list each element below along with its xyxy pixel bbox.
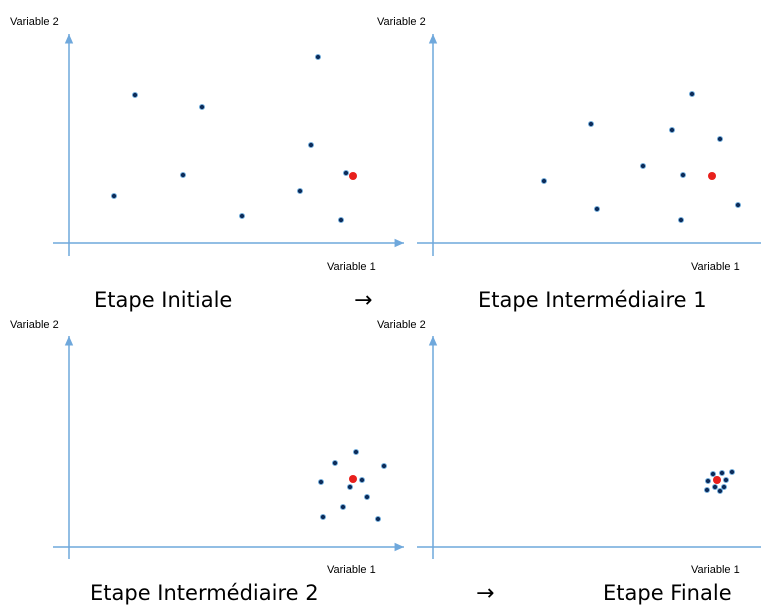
step-caption: Etape Intermédiaire 2 <box>90 581 319 605</box>
data-point <box>339 503 347 511</box>
x-axis-label: Variable 1 <box>691 261 740 273</box>
data-point <box>728 468 736 476</box>
step-caption: Etape Initiale <box>94 288 232 312</box>
data-point <box>331 459 339 467</box>
data-point <box>722 476 730 484</box>
data-point <box>679 171 687 179</box>
data-point <box>540 177 548 185</box>
data-point <box>358 476 366 484</box>
data-point <box>716 135 724 143</box>
data-point <box>593 205 601 213</box>
data-point <box>720 483 728 491</box>
data-point <box>296 187 304 195</box>
data-point <box>317 478 325 486</box>
data-point <box>639 162 647 170</box>
x-axis-label: Variable 1 <box>327 564 376 576</box>
data-point <box>307 141 315 149</box>
data-point <box>716 487 724 495</box>
data-points <box>110 53 357 224</box>
data-point <box>380 462 388 470</box>
panel-intermediate-1: Variable 2 Variable 1 Etape Intermédiair… <box>377 16 761 312</box>
step-caption: Etape Intermédiaire 1 <box>478 288 707 312</box>
highlighted-point <box>708 172 716 180</box>
data-point <box>198 103 206 111</box>
y-axis-label: Variable 2 <box>377 319 426 331</box>
data-points <box>317 448 388 523</box>
data-points <box>540 90 742 224</box>
data-point <box>711 483 719 491</box>
highlighted-point <box>349 475 357 483</box>
data-point <box>319 513 327 521</box>
right-arrow-icon: → <box>476 581 494 606</box>
data-point <box>238 212 246 220</box>
data-point <box>131 91 139 99</box>
step-caption: Etape Finale <box>603 581 732 605</box>
y-axis-label: Variable 2 <box>377 16 426 28</box>
data-point <box>734 201 742 209</box>
data-point <box>374 515 382 523</box>
data-point <box>337 216 345 224</box>
data-point <box>677 216 685 224</box>
data-point <box>718 469 726 477</box>
data-point <box>688 90 696 98</box>
data-point <box>703 486 711 494</box>
data-point <box>342 169 350 177</box>
data-point <box>668 126 676 134</box>
data-point <box>179 171 187 179</box>
x-axis-label: Variable 1 <box>691 564 740 576</box>
data-point <box>709 470 717 478</box>
panel-initial: Variable 2 Variable 1 Etape Initiale <box>10 16 404 312</box>
x-axis-label: Variable 1 <box>327 261 376 273</box>
highlighted-point <box>349 172 357 180</box>
y-axis-label: Variable 2 <box>10 319 59 331</box>
panel-final: Variable 2 Variable 1 Etape Finale <box>377 319 761 605</box>
data-point <box>346 483 354 491</box>
y-axis-label: Variable 2 <box>10 16 59 28</box>
data-point <box>587 120 595 128</box>
right-arrow-icon: → <box>354 288 372 313</box>
panel-intermediate-2: Variable 2 Variable 1 Etape Intermédiair… <box>10 319 404 605</box>
data-point <box>704 477 712 485</box>
data-point <box>352 448 360 456</box>
data-point <box>314 53 322 61</box>
data-points <box>703 468 736 495</box>
data-point <box>363 493 371 501</box>
highlighted-point <box>713 476 721 484</box>
data-point <box>110 192 118 200</box>
